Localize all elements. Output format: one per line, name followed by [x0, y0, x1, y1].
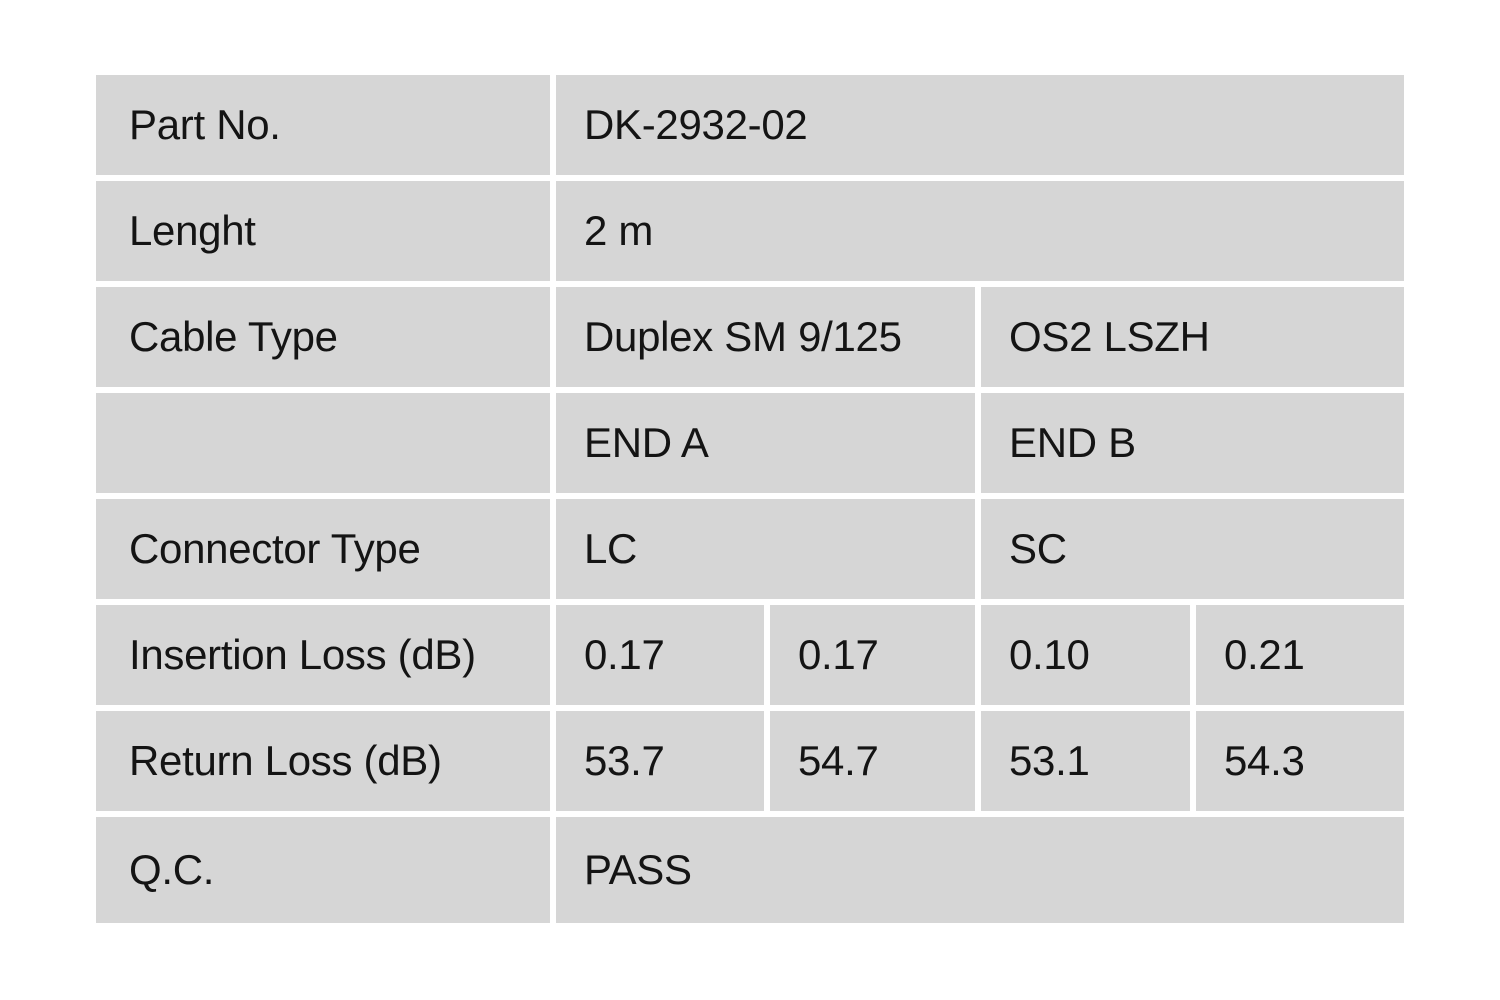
- return-loss-end-b-2: 54.3: [1196, 711, 1405, 811]
- connector-type-label: Connector Type: [96, 499, 550, 599]
- cable-type-value-2: OS2 LSZH: [981, 287, 1405, 387]
- insertion-loss-end-a-2: 0.17: [770, 605, 975, 705]
- length-label: Lenght: [96, 181, 550, 281]
- part-no-value: DK-2932-02: [556, 75, 1405, 175]
- connector-type-end-a: LC: [556, 499, 975, 599]
- spec-table: Part No. DK-2932-02 Lenght 2 m Cable Typ…: [90, 69, 1410, 929]
- insertion-loss-end-a-1: 0.17: [556, 605, 764, 705]
- part-no-label: Part No.: [96, 75, 550, 175]
- row-end-header: END A END B: [96, 393, 1405, 493]
- row-qc: Q.C. PASS: [96, 817, 1405, 923]
- row-connector-type: Connector Type LC SC: [96, 499, 1405, 599]
- return-loss-end-a-1: 53.7: [556, 711, 764, 811]
- insertion-loss-end-b-1: 0.10: [981, 605, 1190, 705]
- row-insertion-loss: Insertion Loss (dB) 0.17 0.17 0.10 0.21: [96, 605, 1405, 705]
- insertion-loss-label: Insertion Loss (dB): [96, 605, 550, 705]
- end-b-header: END B: [981, 393, 1405, 493]
- return-loss-end-a-2: 54.7: [770, 711, 975, 811]
- cable-type-label: Cable Type: [96, 287, 550, 387]
- cable-type-value-1: Duplex SM 9/125: [556, 287, 975, 387]
- row-return-loss: Return Loss (dB) 53.7 54.7 53.1 54.3: [96, 711, 1405, 811]
- end-header-empty-cell: [96, 393, 550, 493]
- return-loss-label: Return Loss (dB): [96, 711, 550, 811]
- row-cable-type: Cable Type Duplex SM 9/125 OS2 LSZH: [96, 287, 1405, 387]
- row-part-no: Part No. DK-2932-02: [96, 75, 1405, 175]
- connector-type-end-b: SC: [981, 499, 1405, 599]
- end-a-header: END A: [556, 393, 975, 493]
- insertion-loss-end-b-2: 0.21: [1196, 605, 1405, 705]
- qc-label: Q.C.: [96, 817, 550, 923]
- length-value: 2 m: [556, 181, 1405, 281]
- row-length: Lenght 2 m: [96, 181, 1405, 281]
- return-loss-end-b-1: 53.1: [981, 711, 1190, 811]
- qc-value: PASS: [556, 817, 1405, 923]
